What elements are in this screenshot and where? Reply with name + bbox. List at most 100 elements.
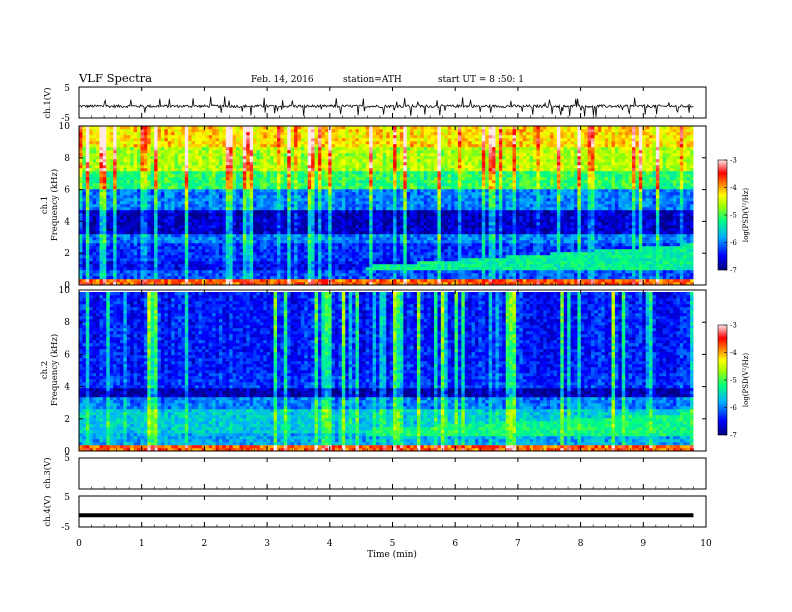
spectrogram-cell — [526, 240, 530, 244]
spectrogram-cell — [372, 222, 377, 226]
spectrogram-cell — [427, 240, 431, 244]
spectrogram-cell — [239, 255, 244, 259]
spectrogram-cell — [331, 273, 336, 277]
spectrogram-cell — [396, 225, 401, 229]
spectrogram-cell — [369, 276, 373, 280]
spectrogram-cell — [498, 255, 503, 259]
spectrogram-cell — [386, 234, 391, 238]
spectrogram-cell — [440, 222, 445, 226]
spectrogram-cell — [529, 264, 534, 268]
spectrogram-cell — [502, 249, 507, 253]
spectrogram-cell — [519, 222, 524, 226]
spectrogram-cell — [485, 240, 490, 244]
spectrogram-cell — [249, 279, 254, 283]
spectrogram-cell — [478, 204, 483, 208]
spectrogram-cell — [130, 204, 135, 208]
spectrogram-cell — [167, 276, 172, 280]
spectrogram-cell — [143, 267, 148, 271]
spectrogram-cell — [188, 246, 193, 250]
spectrogram-cell — [208, 252, 213, 256]
spectrogram-cell — [280, 279, 285, 283]
spectrogram-cell — [567, 261, 571, 265]
spectrogram-cell — [396, 210, 401, 214]
spectrogram-cell — [358, 282, 363, 286]
spectrogram-cell — [587, 210, 592, 214]
spectrogram-cell — [659, 219, 664, 223]
spectrogram-cell — [270, 264, 274, 268]
spectrogram-cell — [106, 258, 111, 262]
spectrogram-cell — [232, 246, 237, 250]
spectrogram-cell — [457, 261, 462, 265]
spectrogram-cell — [611, 270, 616, 274]
spectrogram-cell — [174, 216, 179, 220]
spectrogram-cell — [440, 258, 445, 262]
spectrogram-cell — [208, 228, 213, 232]
spectrogram-cell — [567, 273, 571, 277]
spectrogram-cell — [382, 243, 387, 247]
spectrogram-cell — [584, 255, 589, 259]
spectrogram-cell — [563, 240, 568, 244]
spectrogram-cell — [526, 231, 530, 235]
spectrogram-cell — [642, 216, 647, 220]
spectrogram-cell — [454, 237, 459, 241]
spectrogram-cell — [178, 237, 182, 241]
spectrogram-cell — [266, 225, 271, 229]
spectrogram-cell — [454, 270, 459, 274]
spectrogram-cell — [580, 243, 585, 247]
spectrogram-cell — [608, 279, 612, 283]
spectrogram-cell — [191, 273, 196, 277]
spectrogram-cell — [239, 261, 244, 265]
spectrogram-cell — [287, 267, 292, 271]
spectrogram-cell — [253, 252, 257, 256]
spectrogram-cell — [645, 282, 650, 286]
spectrogram-cell — [577, 267, 582, 271]
spectrogram-cell — [259, 261, 264, 265]
spectrogram-cell — [236, 213, 240, 217]
spectrogram-cell — [119, 210, 124, 214]
spectrogram-cell — [324, 246, 329, 250]
spectrogram-cell — [79, 234, 83, 238]
spectrogram-cell — [229, 279, 234, 283]
spectrogram-cell — [652, 282, 657, 286]
spectrogram-cell — [355, 231, 360, 235]
spectrogram-cell — [263, 204, 268, 208]
spectrogram-cell — [324, 228, 329, 232]
spectrogram-cell — [570, 246, 575, 250]
spectrogram-cell — [160, 237, 165, 241]
spectrogram-cell — [580, 270, 585, 274]
spectrogram-cell — [601, 282, 606, 286]
spectrogram-cell — [287, 210, 292, 214]
spectrogram-cell — [263, 234, 268, 238]
spectrogram-cell — [587, 225, 592, 229]
spectrogram-cell — [181, 261, 186, 265]
spectrogram-cell — [314, 240, 319, 244]
spectrogram-cell — [362, 246, 367, 250]
spectrogram-cell — [171, 255, 175, 259]
spectrogram-cell — [471, 240, 476, 244]
spectrogram-cell — [502, 273, 507, 277]
spectrogram-cell — [587, 231, 592, 235]
spectrogram-cell — [239, 246, 244, 250]
spectrogram-cell — [167, 243, 172, 247]
spectrogram-cell — [679, 279, 684, 283]
spectrogram-cell — [178, 267, 182, 271]
spectrogram-cell — [662, 252, 667, 256]
spectrogram-cell — [171, 216, 175, 220]
spectrogram-cell — [184, 258, 189, 262]
spectrogram-cell — [246, 270, 251, 274]
spectrogram-cell — [154, 273, 158, 277]
spectrogram-cell — [198, 219, 203, 223]
spectrogram-cell — [184, 255, 189, 259]
spectrogram-cell — [591, 207, 595, 211]
spectrogram-cell — [362, 210, 367, 214]
spectrogram-cell — [379, 207, 384, 211]
spectrogram-cell — [208, 255, 213, 259]
spectrogram-cell — [406, 255, 411, 259]
spectrogram-cell — [338, 267, 343, 271]
spectrogram-cell — [522, 210, 527, 214]
spectrogram-cell — [201, 276, 206, 280]
spectrogram-cell — [133, 231, 138, 235]
spectrogram-cell — [570, 282, 575, 286]
spectrogram-cell — [570, 267, 575, 271]
spectrogram-cell — [365, 240, 370, 244]
